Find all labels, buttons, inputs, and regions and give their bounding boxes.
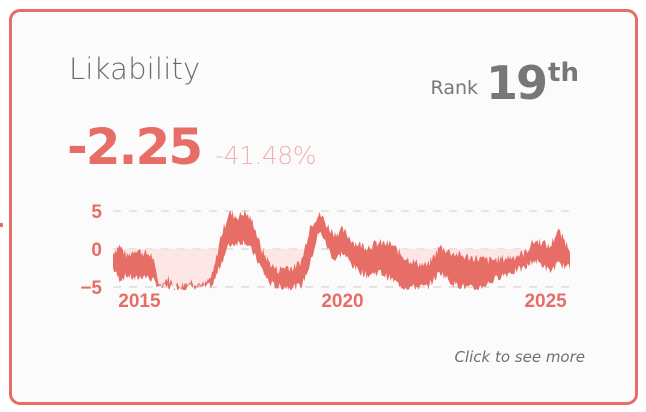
rank-suffix: th — [548, 58, 579, 88]
score-value: -2.25 — [67, 118, 203, 176]
card-title: Likability — [69, 52, 201, 86]
rank-block: Rank 19 th — [431, 60, 579, 106]
rank-number: 19 — [486, 56, 548, 110]
x-tick-label: 2015 — [118, 291, 161, 312]
y-tick-label: −5 — [80, 278, 102, 299]
see-more-link[interactable]: Click to see more — [454, 348, 585, 366]
data-band — [113, 209, 570, 290]
likability-card[interactable]: Likability Rank 19 th -2.25 -41.48% Clic… — [9, 9, 638, 405]
stray-mark — [0, 223, 3, 227]
x-tick-label: 2020 — [321, 291, 363, 312]
y-tick-label: 5 — [91, 202, 102, 223]
x-tick-label: 2025 — [524, 291, 567, 312]
value-row: -2.25 -41.48% — [67, 118, 316, 176]
y-tick-label: 0 — [91, 240, 102, 261]
rank-label: Rank — [430, 77, 479, 99]
score-change: -41.48% — [215, 141, 316, 170]
